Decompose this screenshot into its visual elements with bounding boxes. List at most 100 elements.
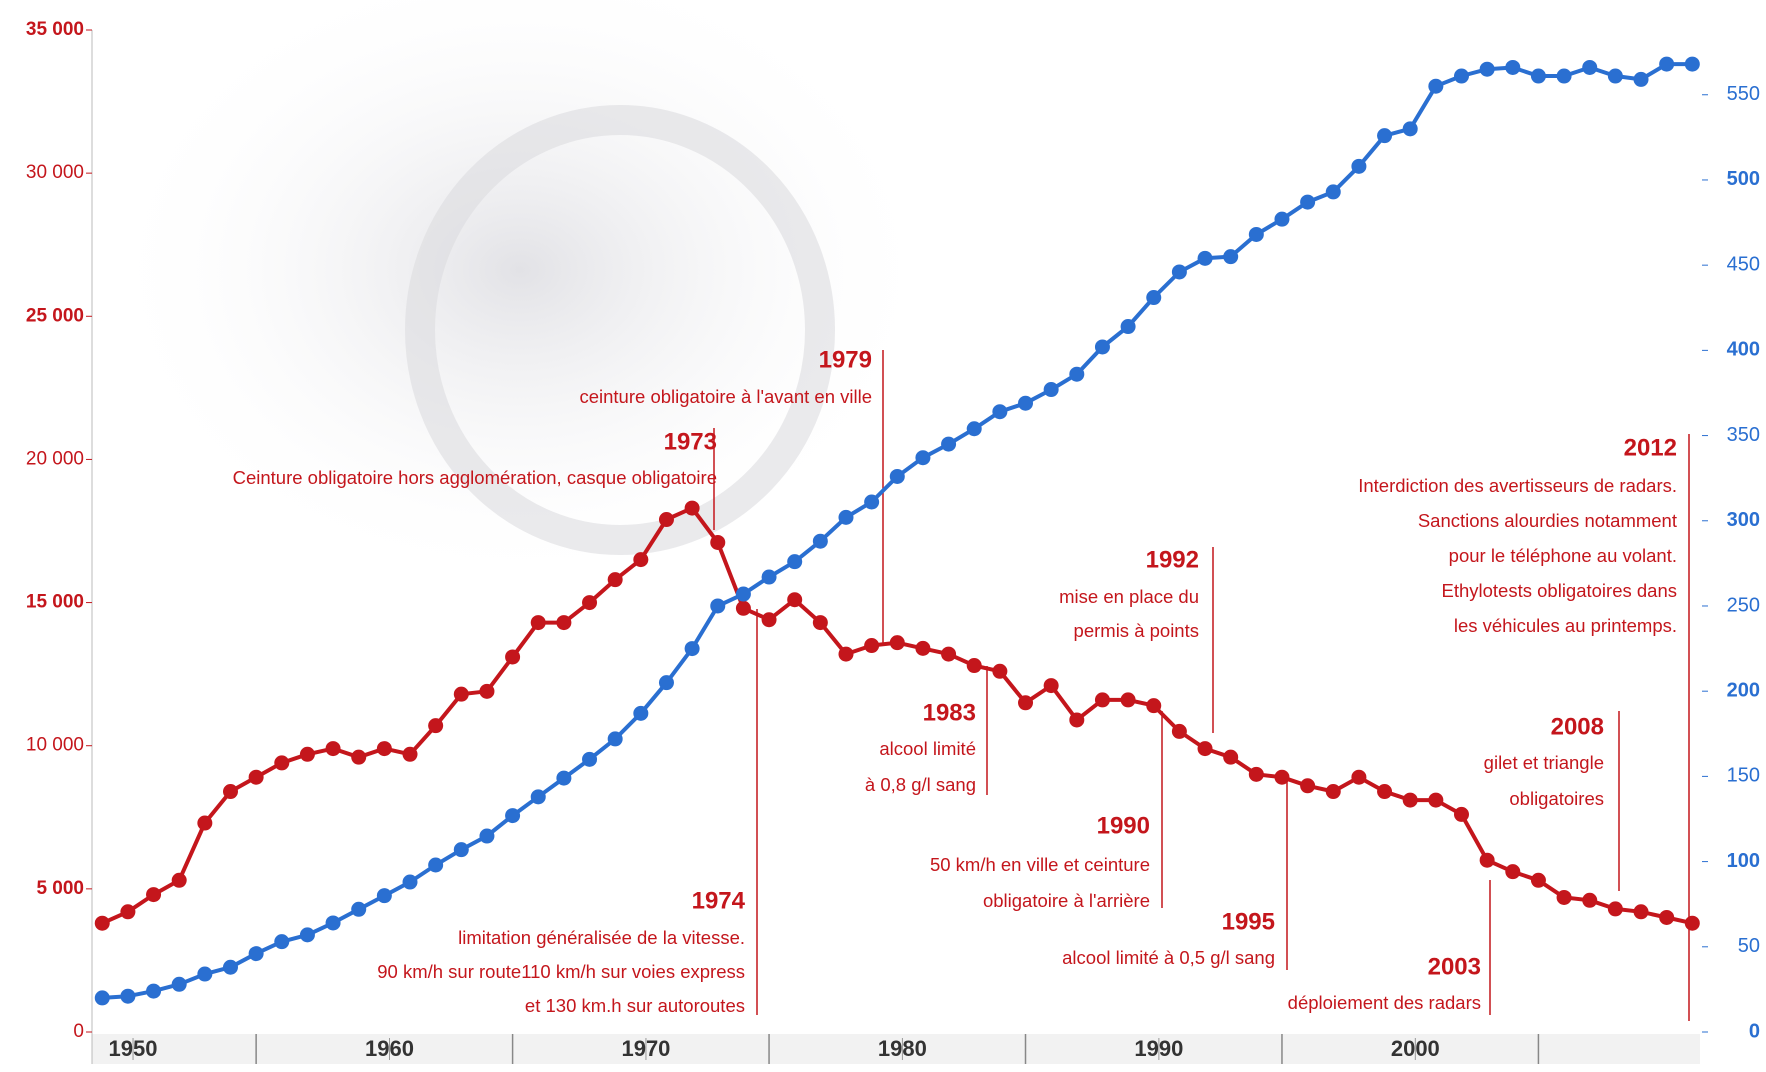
series-point: [1120, 319, 1136, 335]
series-point: [838, 509, 854, 525]
series-point: [710, 598, 726, 614]
annotation-text: ceinture obligatoire à l'avant en ville: [579, 386, 872, 407]
series-point: [864, 638, 880, 654]
series-point: [582, 751, 598, 767]
annotation-year: 1992: [1146, 546, 1199, 573]
series-point: [222, 959, 238, 975]
series-point: [530, 789, 546, 805]
series-point: [889, 468, 905, 484]
annotation-text: 90 km/h sur route110 km/h sur voies expr…: [377, 961, 745, 982]
series-point: [1094, 692, 1110, 708]
series-point: [1171, 264, 1187, 280]
series-point: [351, 749, 367, 765]
series-point: [453, 842, 469, 858]
series-point: [197, 966, 213, 982]
series-point: [582, 595, 598, 611]
annotation-text: alcool limité: [879, 738, 976, 759]
series-point: [1428, 78, 1444, 94]
series-point: [505, 649, 521, 665]
series-point: [761, 612, 777, 628]
x-tick-label: 1970: [621, 1036, 670, 1061]
series-point: [1248, 766, 1264, 782]
series-point: [1684, 915, 1700, 931]
series-point: [1479, 61, 1495, 77]
annotation-year: 2003: [1428, 953, 1481, 980]
series-point: [1197, 741, 1213, 757]
series-point: [1453, 68, 1469, 84]
series-point: [222, 784, 238, 800]
series-point: [530, 615, 546, 631]
series-point: [556, 770, 572, 786]
series-point: [761, 569, 777, 585]
series-point: [428, 718, 444, 734]
series-point: [838, 646, 854, 662]
series-point: [197, 815, 213, 831]
annotation-text: à 0,8 g/l sang: [865, 774, 976, 795]
series-point: [1171, 723, 1187, 739]
annotation-text: permis à points: [1074, 620, 1199, 641]
series-point: [299, 746, 315, 762]
series-point: [556, 615, 572, 631]
series-point: [633, 552, 649, 568]
y2-tick-label: 150: [1727, 765, 1760, 787]
y-tick-label: 35 000: [26, 19, 84, 40]
annotation-year: 1983: [923, 699, 976, 726]
annotation-year: 1974: [692, 887, 746, 914]
series-point: [146, 983, 162, 999]
y-tick-label: 5 000: [36, 878, 84, 899]
series-point: [171, 872, 187, 888]
series-point: [1582, 59, 1598, 75]
series-point: [274, 934, 290, 950]
series-point: [1018, 695, 1034, 711]
series-point: [146, 887, 162, 903]
series-point: [966, 658, 982, 674]
y2-tick-label: 50: [1738, 935, 1760, 957]
series-point: [966, 421, 982, 437]
annotation-year: 2012: [1624, 434, 1677, 461]
series-point: [915, 640, 931, 656]
series-point: [1684, 56, 1700, 72]
series-point: [1223, 249, 1239, 265]
y2-tick-label: 200: [1727, 679, 1760, 701]
series-point: [684, 641, 700, 657]
series-point: [1607, 68, 1623, 84]
series-point: [1043, 382, 1059, 398]
series-point: [1274, 211, 1290, 227]
y-tick-label: 25 000: [26, 305, 84, 326]
annotation-text: limitation généralisée de la vitesse.: [458, 927, 745, 948]
series-point: [1146, 698, 1162, 714]
series-point: [1325, 184, 1341, 200]
series-point: [864, 494, 880, 510]
series-point: [248, 946, 264, 962]
y-tick-label: 0: [73, 1021, 84, 1042]
y2-tick-label: 400: [1727, 339, 1760, 361]
y2-tick-label: 300: [1727, 509, 1760, 531]
background-wheel: [405, 105, 835, 555]
series-point: [992, 663, 1008, 679]
y-tick-label: 20 000: [26, 448, 84, 469]
x-tick-label: 1990: [1134, 1036, 1183, 1061]
series-point: [1069, 366, 1085, 382]
series-point: [1069, 712, 1085, 728]
series-point: [402, 746, 418, 762]
x-axis-band: [92, 1034, 1700, 1064]
series-point: [402, 874, 418, 890]
annotation-year: 2008: [1551, 713, 1604, 740]
series-point: [1300, 778, 1316, 794]
annotation-text: Interdiction des avertisseurs de radars.: [1358, 475, 1677, 496]
series-point: [479, 828, 495, 844]
series-point: [453, 686, 469, 702]
series-point: [1479, 852, 1495, 868]
series-point: [351, 901, 367, 917]
series-point: [1377, 784, 1393, 800]
series-point: [1530, 68, 1546, 84]
series-point: [1402, 121, 1418, 137]
series-point: [658, 512, 674, 528]
series-point: [325, 741, 341, 757]
series-point: [1043, 678, 1059, 694]
annotation-text: Ceinture obligatoire hors agglomération,…: [233, 467, 717, 488]
series-point: [1428, 792, 1444, 808]
y2-tick-label: 0: [1749, 1020, 1760, 1042]
series-point: [1633, 71, 1649, 87]
